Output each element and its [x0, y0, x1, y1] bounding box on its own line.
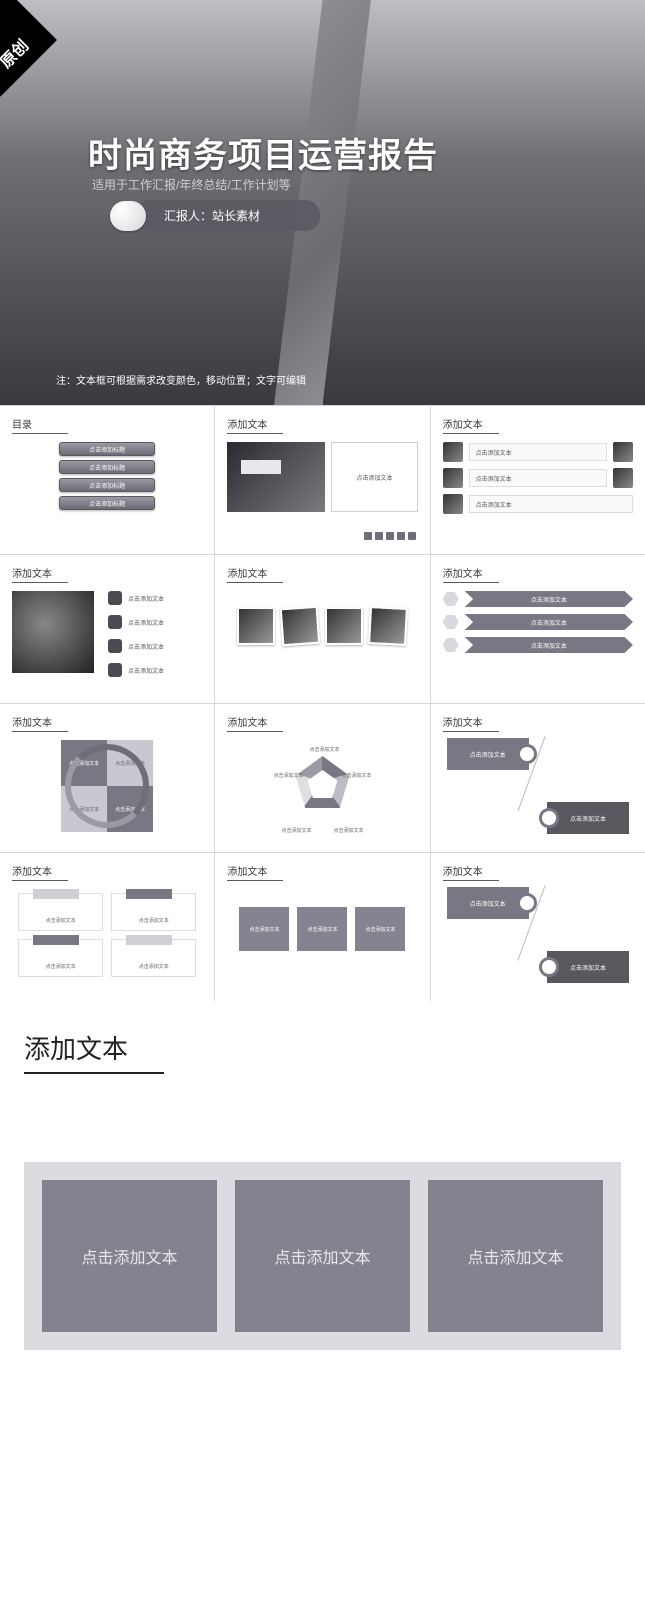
enlarged-box[interactable]: 点击添加文本 — [235, 1180, 410, 1332]
slide-cycle[interactable]: 添加文本 点击添加文本 点击添加文本 点击添加文本 点击添加文本 — [0, 704, 214, 852]
image-placeholder — [12, 591, 94, 673]
block[interactable]: 点击添加文本 — [547, 802, 629, 834]
slide-title: 添加文本 — [12, 714, 202, 729]
square-icon — [108, 663, 122, 677]
slide-boxes-3[interactable]: 添加文本 点击添加文本 点击添加文本 点击添加文本 — [215, 853, 429, 1001]
slide-cards-2x2[interactable]: 添加文本 点击添加文本 点击添加文本 点击添加文本 点击添加文本 — [0, 853, 214, 1001]
pentagon-label[interactable]: 点击添加文本 — [275, 821, 317, 840]
text-box[interactable]: 点击添加文本 — [331, 442, 417, 512]
hero-title: 时尚商务项目运营报告 — [88, 128, 438, 177]
enlarged-slide: 添加文本 点击添加文本 点击添加文本 点击添加文本 — [0, 1001, 645, 1390]
slide-diagonal-2[interactable]: 添加文本 点击添加文本 点击添加文本 — [431, 853, 645, 1001]
photo-thumb — [325, 607, 363, 645]
arrow-bar[interactable]: 点击添加文本 — [465, 614, 633, 630]
box[interactable]: 点击添加文本 — [239, 907, 289, 951]
thumb-icon — [443, 468, 463, 488]
slide-photo-row[interactable]: 添加文本 — [215, 555, 429, 703]
slide-diagonal[interactable]: 添加文本 点击添加文本 点击添加文本 — [431, 704, 645, 852]
pentagon-label[interactable]: 点击添加文本 — [303, 740, 345, 759]
slide-title: 添加文本 — [443, 565, 633, 580]
thumb-icon — [443, 442, 463, 462]
thumb-icon — [443, 494, 463, 514]
enlarged-box[interactable]: 点击添加文本 — [42, 1180, 217, 1332]
slide-arrows[interactable]: 添加文本 点击添加文本 点击添加文本 点击添加文本 — [431, 555, 645, 703]
photo-thumb — [369, 606, 409, 646]
reporter-text: 汇报人：站长素材 — [134, 200, 320, 231]
square-icon — [108, 591, 122, 605]
list-text[interactable]: 点击添加文本 — [128, 594, 164, 603]
list-bar[interactable]: 点击添加文本 — [469, 469, 607, 487]
toc-item[interactable]: 点击添加标题 — [59, 460, 155, 474]
photo-thumb — [237, 607, 275, 645]
arrow-bar[interactable]: 点击添加文本 — [465, 591, 633, 607]
list-text[interactable]: 点击添加文本 — [128, 618, 164, 627]
thumb-icon — [613, 468, 633, 488]
slide-image-text[interactable]: 添加文本 点击添加文本 — [215, 406, 429, 554]
slide-title: 添加文本 — [443, 863, 633, 878]
box[interactable]: 点击添加文本 — [297, 907, 347, 951]
slide-title: 添加文本 — [443, 714, 633, 729]
slide-title: 添加文本 — [443, 416, 633, 431]
box[interactable]: 点击添加文本 — [355, 907, 405, 951]
slide-title: 添加文本 — [227, 714, 417, 729]
cycle-ring — [65, 744, 149, 828]
slide-title: 目录 — [12, 416, 202, 431]
arrow-bar[interactable]: 点击添加文本 — [465, 637, 633, 653]
slide-title: 添加文本 — [227, 416, 417, 431]
card[interactable]: 点击添加文本 — [111, 939, 196, 977]
toc-item[interactable]: 点击添加标题 — [59, 442, 155, 456]
pentagon-label[interactable]: 点击添加文本 — [267, 766, 309, 785]
toc-item[interactable]: 点击添加标题 — [59, 478, 155, 492]
card[interactable]: 点击添加文本 — [18, 893, 103, 931]
slide-toc[interactable]: 目录 点击添加标题 点击添加标题 点击添加标题 点击添加标题 — [0, 406, 214, 554]
hex-icon — [443, 592, 459, 606]
slide-title: 添加文本 — [12, 863, 202, 878]
list-bar[interactable]: 点击添加文本 — [469, 443, 607, 461]
slide-title: 添加文本 — [227, 565, 417, 580]
reporter-pill: 汇报人：站长素材 — [110, 200, 320, 231]
image-placeholder — [227, 442, 325, 512]
list-bar[interactable]: 点击添加文本 — [469, 495, 633, 513]
pentagon-label[interactable]: 点击添加文本 — [335, 766, 377, 785]
square-icon — [108, 615, 122, 629]
hero-note: 注：文本框可根据需求改变颜色，移动位置；文字可编辑 — [56, 372, 306, 387]
hero-slide: 原创 时尚商务项目运营报告 适用于工作汇报/年终总结/工作计划等 汇报人：站长素… — [0, 0, 645, 405]
pager-dots — [364, 532, 416, 540]
pentagon-label[interactable]: 点击添加文本 — [327, 821, 369, 840]
circle-icon — [517, 744, 537, 764]
circle-icon — [517, 893, 537, 913]
circle-icon — [539, 808, 559, 828]
circle-icon — [539, 957, 559, 977]
slide-title: 添加文本 — [12, 565, 202, 580]
hex-icon — [443, 638, 459, 652]
thumb-icon — [613, 442, 633, 462]
hero-photo — [0, 0, 645, 405]
square-icon — [108, 639, 122, 653]
card[interactable]: 点击添加文本 — [111, 893, 196, 931]
slide-pentagon[interactable]: 添加文本 点击添加文本 点击添加文本 点击添加文本 点击添加文本 点击添加文本 — [215, 704, 429, 852]
block[interactable]: 点击添加文本 — [547, 951, 629, 983]
hex-icon — [443, 615, 459, 629]
list-text[interactable]: 点击添加文本 — [128, 666, 164, 675]
enlarged-title: 添加文本 — [24, 1029, 621, 1066]
slides-grid: 目录 点击添加标题 点击添加标题 点击添加标题 点击添加标题 添加文本 点击添加… — [0, 405, 645, 1001]
slide-thumb-list[interactable]: 添加文本 点击添加文本 点击添加文本 点击添加文本 — [431, 406, 645, 554]
photo-thumb — [280, 606, 321, 647]
card[interactable]: 点击添加文本 — [18, 939, 103, 977]
toc-item[interactable]: 点击添加标题 — [59, 496, 155, 510]
enlarged-strip: 点击添加文本 点击添加文本 点击添加文本 — [24, 1162, 621, 1350]
list-text[interactable]: 点击添加文本 — [128, 642, 164, 651]
enlarged-box[interactable]: 点击添加文本 — [428, 1180, 603, 1332]
slide-title: 添加文本 — [227, 863, 417, 878]
slide-icon-list[interactable]: 添加文本 点击添加文本 点击添加文本 点击添加文本 点击添加文本 — [0, 555, 214, 703]
hero-subtitle: 适用于工作汇报/年终总结/工作计划等 — [92, 176, 291, 193]
